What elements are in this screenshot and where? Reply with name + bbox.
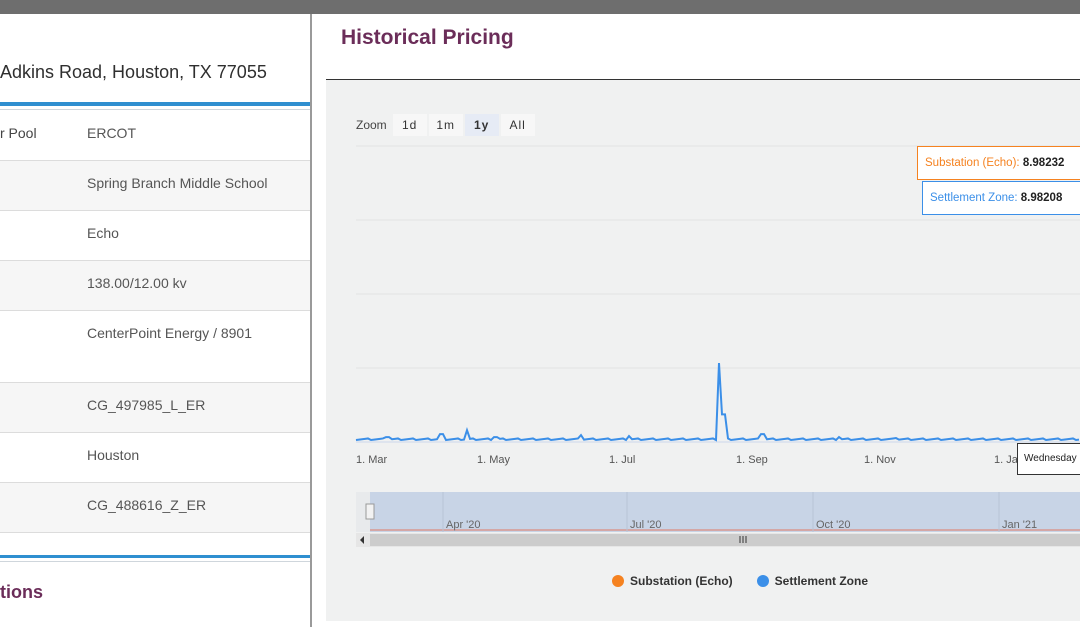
table-row: CG_497985_L_ER bbox=[0, 383, 310, 433]
table-row: 138.00/12.00 kv bbox=[0, 261, 310, 311]
row-value: CenterPoint Energy / 8901 bbox=[87, 325, 252, 341]
row-value: CG_488616_Z_ER bbox=[87, 497, 207, 513]
legend-label: Settlement Zone bbox=[774, 574, 869, 588]
zoom-all-button[interactable]: All bbox=[500, 114, 535, 136]
historical-pricing-panel: Historical Pricing Zoom 1d 1m 1y All 1. … bbox=[314, 14, 1080, 627]
legend-dot-settlement bbox=[756, 575, 769, 587]
zoom-1m-button[interactable]: 1m bbox=[428, 114, 463, 136]
chart-legend: Substation (Echo) Settlement Zone bbox=[612, 574, 892, 588]
zoom-1d-button[interactable]: 1d bbox=[392, 114, 427, 136]
row-value: Houston bbox=[87, 447, 140, 463]
tooltip-substation-value: 8.98232 bbox=[1022, 157, 1065, 169]
table-row: Houston bbox=[0, 433, 310, 483]
table-row: Spring Branch Middle School bbox=[0, 161, 310, 211]
date-tooltip: Wednesday bbox=[1017, 443, 1080, 475]
tooltip-substation-label: Substation (Echo): bbox=[925, 157, 1020, 169]
tooltip-settlement-value: 8.98208 bbox=[1020, 192, 1063, 204]
series-line-settlement bbox=[355, 363, 1080, 442]
legend-label: Substation (Echo) bbox=[630, 574, 733, 588]
tooltip-substation: Substation (Echo): 8.98232 bbox=[917, 146, 1080, 180]
table-row: CG_488616_Z_ER bbox=[0, 483, 310, 533]
site-address: Adkins Road, Houston, TX 77055 bbox=[0, 62, 267, 82]
page-title: Historical Pricing bbox=[341, 26, 514, 49]
zoom-1y-button[interactable]: 1y bbox=[464, 114, 499, 136]
table-row: r Pool ERCOT bbox=[0, 111, 310, 161]
x-tick-label: 1. Sep bbox=[736, 454, 768, 466]
x-tick-label: 1. Ja bbox=[994, 454, 1019, 466]
section-rule bbox=[0, 102, 310, 106]
section-rule-thin bbox=[0, 109, 310, 110]
site-info-table: r Pool ERCOT Spring Branch Middle School… bbox=[0, 111, 310, 533]
navigator-tick-label: Jan '21 bbox=[1002, 519, 1037, 531]
table-row: CenterPoint Energy / 8901 bbox=[0, 311, 310, 383]
section-rule-thin bbox=[0, 561, 310, 562]
row-label: r Pool bbox=[0, 125, 37, 141]
scroll-left-icon bbox=[360, 536, 364, 544]
site-details-panel: Adkins Road, Houston, TX 77055 r Pool ER… bbox=[0, 14, 312, 627]
section-heading: tions bbox=[0, 582, 43, 602]
row-value: 138.00/12.00 kv bbox=[87, 275, 187, 291]
title-rule bbox=[326, 79, 1080, 80]
window-top-bar bbox=[0, 0, 1080, 14]
row-value: Echo bbox=[87, 225, 119, 241]
scrollbar-thumb bbox=[370, 534, 1080, 546]
navigator-handle bbox=[365, 503, 375, 520]
navigator-selection bbox=[370, 492, 1080, 532]
x-tick-label: 1. Mar bbox=[356, 454, 388, 466]
x-tick-label: 1. Nov bbox=[864, 454, 896, 466]
row-value: Spring Branch Middle School bbox=[87, 175, 268, 191]
chart-svg: 1. Mar 1. May 1. Jul 1. Sep 1. Nov 1. Ja Apr … bbox=[355, 145, 1080, 547]
navigator-tick-label: Apr '20 bbox=[446, 519, 481, 531]
legend-dot-substation bbox=[612, 575, 624, 587]
legend-item-settlement[interactable]: Settlement Zone bbox=[756, 574, 869, 588]
tooltip-settlement-label: Settlement Zone: bbox=[930, 192, 1018, 204]
table-row: Echo bbox=[0, 211, 310, 261]
legend-item-substation[interactable]: Substation (Echo) bbox=[612, 574, 733, 588]
pricing-chart[interactable]: Zoom 1d 1m 1y All 1. Mar 1. May 1. Jul 1. S… bbox=[326, 80, 1080, 621]
x-tick-label: 1. May bbox=[477, 454, 511, 466]
row-value: ERCOT bbox=[87, 125, 136, 141]
x-tick-label: 1. Jul bbox=[609, 454, 635, 466]
navigator-tick-label: Oct '20 bbox=[816, 519, 851, 531]
tooltip-settlement: Settlement Zone: 8.98208 bbox=[922, 181, 1080, 215]
row-value: CG_497985_L_ER bbox=[87, 397, 206, 413]
zoom-label: Zoom bbox=[356, 118, 387, 132]
section-rule bbox=[0, 555, 310, 558]
navigator-tick-label: Jul '20 bbox=[630, 519, 661, 531]
zoom-controls: Zoom 1d 1m 1y All bbox=[356, 114, 537, 136]
